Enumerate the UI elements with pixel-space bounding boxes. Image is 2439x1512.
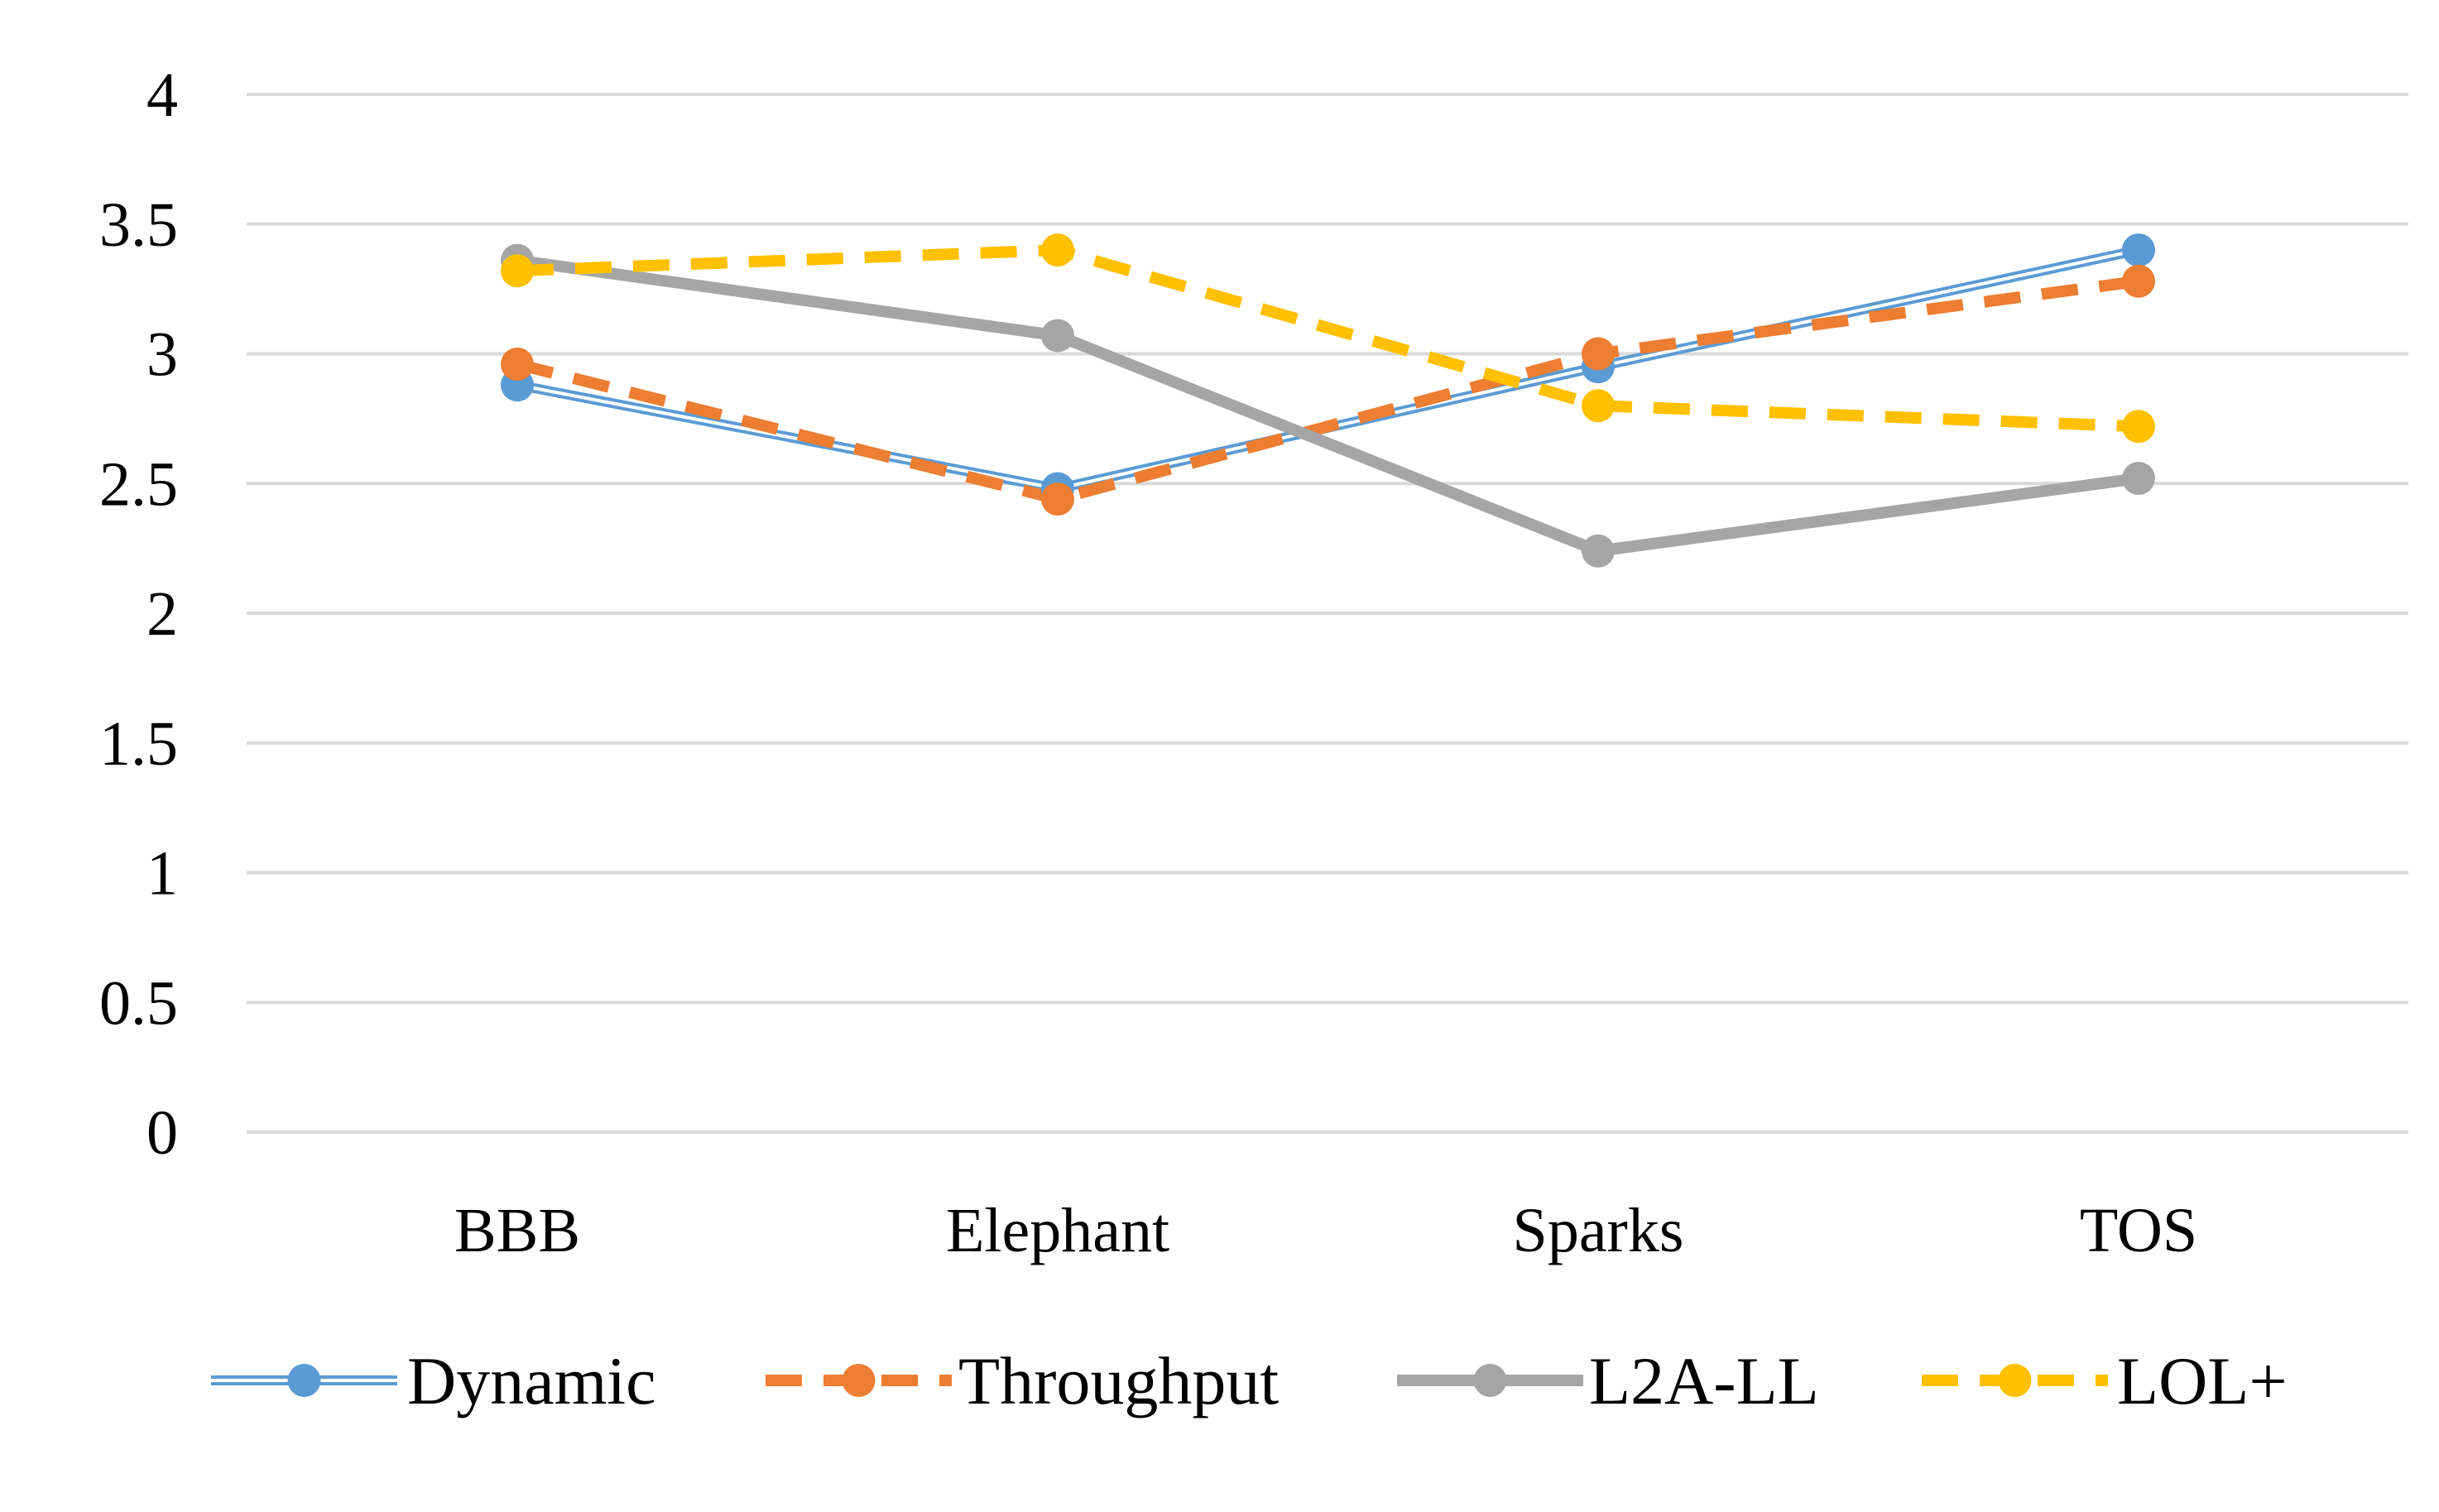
series-line-lol (516, 244, 2139, 433)
y-axis-ticks: 0 0.5 1 1.5 2 2.5 3 3.5 4 (99, 60, 178, 1168)
y-tick-label: 0 (146, 1098, 178, 1168)
legend-item-l2a-ll: L2A-LL (1397, 1343, 1819, 1418)
gridlines (247, 93, 2408, 1134)
legend-label-throughput: Throughput (958, 1343, 1279, 1418)
legend-item-dynamic: Dynamic (211, 1343, 656, 1418)
series-line-inner-dynamic (516, 248, 2139, 491)
legend-item-throughput: Throughput (766, 1343, 1279, 1418)
series-line-throughput (516, 275, 2139, 506)
point-throughput-sparks (1582, 337, 1615, 371)
legend-label-lol: LOL+ (2117, 1343, 2288, 1418)
point-throughput-bbb (501, 348, 534, 382)
series-line-dynamic (516, 245, 2140, 494)
point-lol-bbb (501, 254, 534, 288)
point-throughput-tos (2122, 264, 2155, 298)
y-tick-label: 2.5 (99, 449, 178, 519)
x-tick-label-sparks: Sparks (1513, 1196, 1684, 1265)
point-lol-elephant (1041, 233, 1074, 267)
legend: Dynamic Throughput L2A-LL LOL+ (211, 1343, 2288, 1418)
series-markers-lol (501, 233, 2155, 444)
point-dynamic-tos (2122, 233, 2155, 267)
point-lol-sparks (1582, 389, 1615, 423)
series-dynamic (516, 245, 2140, 494)
series-lines (501, 233, 2155, 568)
y-tick-label: 3.5 (99, 190, 178, 260)
legend-label-dynamic: Dynamic (407, 1343, 656, 1418)
legend-label-l2a-ll: L2A-LL (1589, 1343, 1819, 1418)
y-tick-label: 2 (146, 579, 178, 649)
legend-marker-throughput (842, 1364, 876, 1397)
legend-item-lol: LOL+ (1922, 1343, 2288, 1418)
point-throughput-elephant (1041, 482, 1074, 516)
x-tick-label-bbb: BBB (454, 1196, 580, 1265)
series-lol (516, 244, 2139, 433)
x-axis-ticks: BBB Elephant Sparks TOS (454, 1196, 2197, 1265)
series-throughput (516, 275, 2139, 506)
y-tick-label: 0.5 (99, 968, 178, 1038)
x-tick-label-elephant: Elephant (946, 1196, 1169, 1265)
series-line-l2a-ll (516, 254, 2139, 557)
x-tick-label-tos: TOS (2080, 1196, 2197, 1265)
point-l2a-ll-elephant (1041, 319, 1074, 353)
point-l2a-ll-sparks (1582, 534, 1615, 568)
point-l2a-ll-tos (2122, 461, 2155, 495)
series-l2a-ll (516, 254, 2139, 557)
y-tick-label: 3 (146, 320, 178, 390)
series-markers-dynamic (501, 233, 2155, 506)
legend-marker-lol (1998, 1364, 2032, 1397)
series-markers-throughput (501, 264, 2155, 516)
y-tick-label: 1 (146, 839, 178, 909)
point-lol-tos (2122, 410, 2155, 444)
y-tick-label: 4 (146, 60, 178, 130)
legend-marker-dynamic (287, 1364, 321, 1397)
y-tick-label: 1.5 (99, 709, 178, 779)
legend-marker-l2a-ll (1473, 1364, 1507, 1397)
